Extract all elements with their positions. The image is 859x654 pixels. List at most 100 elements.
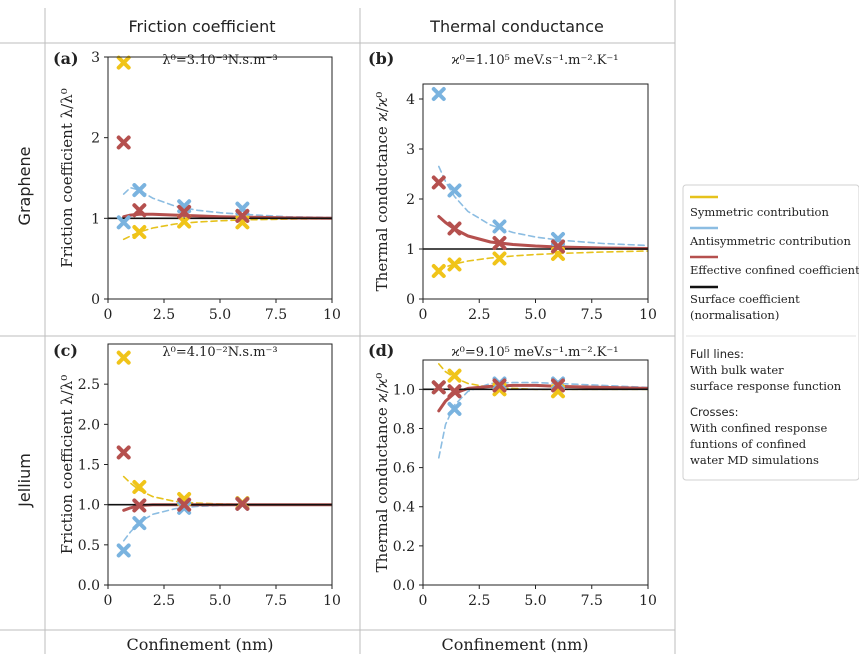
y-tick-label: 0.0 (78, 578, 100, 594)
cross-point (132, 183, 147, 198)
y-tick-label: 3 (91, 50, 100, 66)
y-tick-label: 2.0 (78, 417, 100, 433)
legend-crosses-text-1: With confined response (690, 421, 827, 435)
x-tick-label: 5.0 (524, 593, 546, 609)
x-tick-label: 7.5 (581, 593, 603, 609)
y-tick-label: 1.5 (78, 458, 100, 474)
y-tick-label: 1 (91, 211, 100, 227)
x-tick-label: 2.5 (468, 593, 490, 609)
x-tick-label: 10 (639, 307, 657, 323)
cross-point (492, 378, 507, 393)
panel-letter: (d) (368, 341, 394, 360)
x-tick-label: 10 (323, 593, 341, 609)
y-tick-label: 0.2 (393, 539, 415, 555)
panel-b: (b) ϰ⁰=1.10⁵ meV.s⁻¹.m⁻².K⁻¹ Thermal condu… (368, 49, 657, 323)
y-tick-label: 3 (406, 142, 415, 158)
row-header-graphene: Graphene (15, 147, 34, 226)
cross-point (132, 479, 147, 494)
series-line-effective-confined-coefficient (437, 215, 648, 250)
panel-a: (a) λ⁰=3.10⁻³N.s.m⁻³ Friction coefficient … (53, 49, 341, 323)
panel-title: ϰ⁰=1.10⁵ meV.s⁻¹.m⁻².K⁻¹ (452, 53, 619, 68)
panel-letter: (b) (368, 49, 394, 68)
x-tick-label: 5.0 (524, 307, 546, 323)
x-axis-label-left: Confinement (nm) (126, 635, 273, 654)
legend: Symmetric contribution Antisymmetric con… (682, 184, 859, 481)
series-line-antisymmetric-contribution (122, 503, 332, 542)
series-line-symmetric-contribution (122, 217, 332, 241)
x-tick-label: 0 (419, 307, 428, 323)
column-header-thermal: Thermal conductance (429, 17, 604, 36)
legend-crosses-title: Crosses: (690, 405, 738, 419)
cross-point (177, 214, 192, 229)
y-axis-label: Friction coefficient λ/λ⁰ (58, 375, 76, 554)
cross-point (116, 350, 131, 365)
y-tick-label: 0.6 (393, 461, 415, 477)
y-tick-label: 0.5 (78, 538, 100, 554)
cross-point (447, 384, 462, 399)
cross-point (431, 380, 446, 395)
cross-point (132, 516, 147, 531)
panel-letter: (a) (53, 49, 79, 68)
cross-point (447, 401, 462, 416)
plot-area (423, 165, 648, 271)
cross-point (447, 257, 462, 272)
cross-point (431, 175, 446, 190)
y-tick-label: 4 (406, 92, 415, 108)
cross-point (551, 239, 565, 254)
cross-point (431, 264, 446, 278)
series-line-antisymmetric-contribution (437, 381, 648, 459)
y-axis-label: Thermal conductance ϰ/ϰ⁰ (373, 92, 391, 292)
cross-point (447, 183, 462, 198)
x-tick-label: 5.0 (209, 307, 231, 323)
cross-point (551, 378, 565, 393)
legend-label-symmetric: Symmetric contribution (690, 205, 829, 219)
cross-point (116, 135, 131, 150)
cross-point (116, 445, 131, 460)
axes-frame (107, 343, 333, 586)
legend-full-lines-text-1: With bulk water (690, 363, 784, 377)
cross-point (492, 251, 507, 266)
cross-point (447, 368, 462, 383)
series-line-effective-confined-coefficient (122, 503, 332, 512)
x-tick-label: 7.5 (265, 593, 287, 609)
series-line-antisymmetric-contribution (437, 165, 648, 247)
panel-title: λ⁰=4.10⁻²N.s.m⁻³ (162, 345, 277, 360)
y-tick-label: 0 (406, 292, 415, 308)
axes-frame (107, 56, 333, 300)
x-tick-label: 7.5 (581, 307, 603, 323)
table-frame (0, 0, 676, 654)
y-tick-label: 1.0 (393, 382, 415, 398)
legend-crosses-text-3: water MD simulations (690, 453, 819, 467)
cross-point (132, 203, 147, 218)
x-tick-label: 5.0 (209, 593, 231, 609)
cross-point (431, 87, 446, 101)
y-tick-label: 0.8 (393, 421, 415, 437)
x-tick-label: 2.5 (468, 307, 490, 323)
panel-letter: (c) (53, 341, 78, 360)
series-line-symmetric-contribution (122, 475, 332, 506)
legend-label-surface-2: (normalisation) (690, 308, 779, 322)
series-line-symmetric-contribution (437, 250, 648, 271)
cross-point (492, 236, 507, 250)
row-header-jellium: Jellium (15, 453, 34, 508)
y-tick-label: 0 (91, 292, 100, 308)
cross-point (116, 543, 131, 558)
x-axis-label-right: Confinement (nm) (441, 635, 588, 654)
legend-full-lines-title: Full lines: (690, 347, 744, 361)
y-axis-label: Friction coefficient λ/λ⁰ (58, 88, 76, 267)
legend-label-effective: Effective confined coefficient (690, 263, 859, 277)
cross-point (177, 500, 192, 515)
x-tick-label: 7.5 (265, 307, 287, 323)
legend-label-surface: Surface coefficient (690, 292, 800, 306)
cross-point (447, 221, 462, 236)
legend-box (682, 184, 859, 481)
x-tick-label: 0 (104, 307, 113, 323)
panel-title: ϰ⁰=9.10⁵ meV.s⁻¹.m⁻².K⁻¹ (452, 345, 619, 360)
y-tick-label: 2 (406, 192, 415, 208)
legend-full-lines-text-2: surface response function (690, 379, 842, 393)
x-tick-label: 2.5 (153, 307, 175, 323)
cross-point (132, 498, 147, 513)
column-header-friction: Friction coefficient (129, 17, 276, 36)
x-tick-label: 10 (639, 593, 657, 609)
